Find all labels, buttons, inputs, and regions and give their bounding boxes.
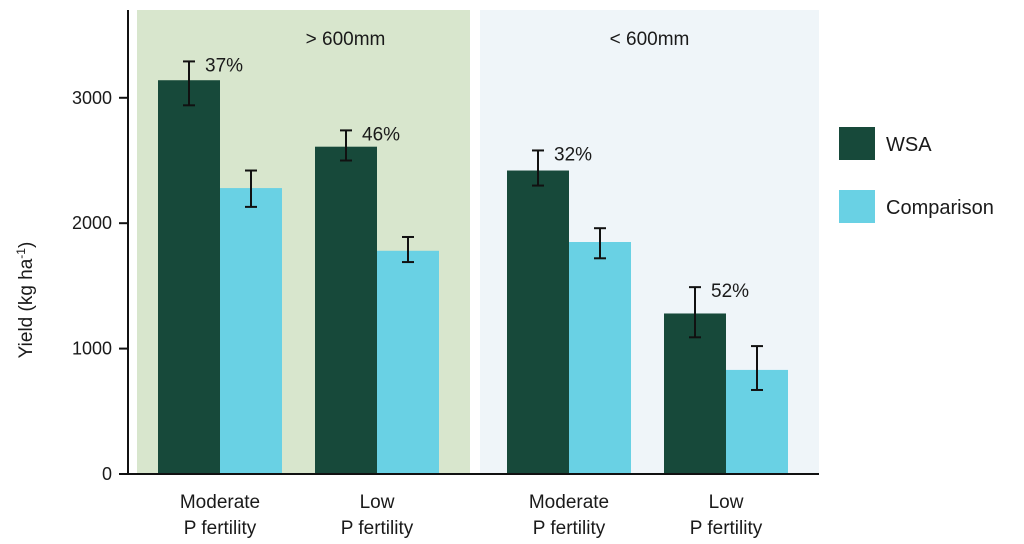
percent-label-1: 37% bbox=[205, 55, 243, 76]
y-tick-label-0: 0 bbox=[102, 464, 112, 484]
category-labels: Moderate P fertility Low P fertility Moderat… bbox=[180, 492, 763, 539]
legend-swatch-wsa bbox=[839, 127, 875, 160]
category-label-3-line2: P fertility bbox=[533, 518, 606, 539]
bar-wsa-3 bbox=[507, 170, 569, 474]
percent-label-2: 46% bbox=[362, 124, 400, 145]
error-bar-wsa-3 bbox=[532, 149, 544, 187]
percent-label-3: 32% bbox=[554, 144, 592, 165]
category-label-4-line1: Low bbox=[709, 492, 744, 513]
error-bars bbox=[183, 60, 763, 391]
bar-comparison-3 bbox=[569, 242, 631, 474]
category-label-3-line1: Moderate bbox=[529, 492, 609, 513]
legend: WSA Comparison bbox=[839, 127, 994, 223]
panel-label-1: > 600mm bbox=[306, 29, 386, 50]
category-label-1-line1: Moderate bbox=[180, 492, 260, 513]
panel-label-2: < 600mm bbox=[610, 29, 690, 50]
y-axis-title: Yield (kg ha-1) bbox=[14, 242, 37, 359]
bar-wsa-1 bbox=[158, 80, 220, 475]
error-bar-comparison-1 bbox=[245, 169, 257, 208]
category-label-2-line1: Low bbox=[360, 492, 395, 513]
error-bar-wsa-2 bbox=[340, 129, 352, 162]
bar-comparison-1 bbox=[220, 188, 282, 474]
percent-label-4: 52% bbox=[711, 281, 749, 302]
bars bbox=[158, 80, 788, 475]
category-label-1-line2: P fertility bbox=[184, 518, 257, 539]
y-tick-label-3000: 3000 bbox=[72, 88, 112, 108]
error-bar-comparison-2 bbox=[402, 235, 414, 264]
y-axis-title-close: ) bbox=[16, 242, 37, 248]
y-tick-label-2000: 2000 bbox=[72, 213, 112, 233]
axes: 0 1000 2000 3000 bbox=[72, 10, 819, 484]
y-tick-label-1000: 1000 bbox=[72, 339, 112, 359]
error-bar-wsa-4 bbox=[689, 286, 701, 339]
legend-swatch-comparison bbox=[839, 190, 875, 223]
y-axis-title-superscript: -1 bbox=[14, 248, 28, 259]
bar-wsa-4 bbox=[664, 313, 726, 474]
error-bar-wsa-1 bbox=[183, 60, 195, 107]
error-bar-comparison-3 bbox=[594, 227, 606, 260]
legend-label-wsa: WSA bbox=[886, 134, 932, 156]
error-bar-comparison-4 bbox=[751, 345, 763, 391]
bar-wsa-2 bbox=[315, 146, 377, 474]
legend-label-comparison: Comparison bbox=[886, 197, 994, 219]
bar-comparison-2 bbox=[377, 250, 439, 474]
category-label-4-line2: P fertility bbox=[690, 518, 763, 539]
category-label-2-line2: P fertility bbox=[341, 518, 414, 539]
percent-labels: 37% 46% 32% 52% bbox=[205, 55, 749, 302]
